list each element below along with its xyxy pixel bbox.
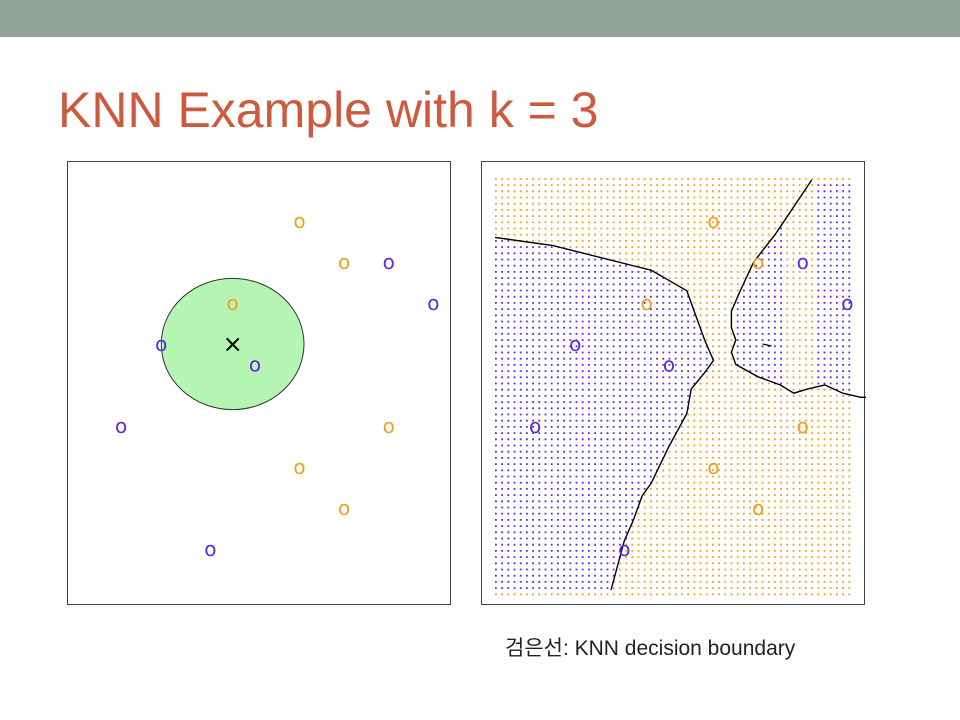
knn-neighborhood-plot: o o o o o o o o o o o o × [67,161,451,605]
neighborhood-circle [160,277,305,411]
right-point-orange-0: o [707,209,719,233]
knn-decision-boundary-svg: o o o o o o o o o o o o [494,178,866,596]
orange-region-dots [495,178,851,596]
right-point-orange-10: o [752,496,764,520]
decision-boundary-right [730,179,866,398]
left-point-orange-4: o [227,291,239,315]
left-point-blue-3: o [427,291,439,315]
left-point-orange-10: o [338,496,350,520]
left-point-orange-8: o [383,414,395,438]
right-point-blue-5: o [569,332,581,356]
class-region-grid [495,178,851,596]
right-point-blue-6: o [663,353,675,377]
right-point-blue-11: o [618,537,630,561]
left-point-orange-9: o [293,455,305,479]
decision-boundary-island [762,343,772,347]
right-point-blue-2: o [797,250,809,274]
right-point-orange-8: o [797,414,809,438]
decision-boundary-left [494,236,715,591]
top-bar [0,0,960,37]
left-point-blue-2: o [383,250,395,274]
right-point-orange-1: o [752,250,764,274]
left-point-blue-7: o [115,414,127,438]
left-point-orange-1: o [338,250,350,274]
query-point-marker: × [223,330,243,358]
caption: 검은선: KNN decision boundary [505,637,796,660]
left-point-blue-6: o [249,353,261,377]
left-point-blue-5: o [155,332,167,356]
slide-title: KNN Example with k = 3 [58,82,599,138]
left-point-orange-0: o [293,209,305,233]
right-point-orange-9: o [707,455,719,479]
knn-decision-boundary-plot: o o o o o o o o o o o o [481,161,866,605]
right-point-orange-4: o [641,291,653,315]
right-point-blue-3: o [841,291,853,315]
right-point-blue-7: o [529,414,541,438]
left-point-blue-11: o [204,537,216,561]
